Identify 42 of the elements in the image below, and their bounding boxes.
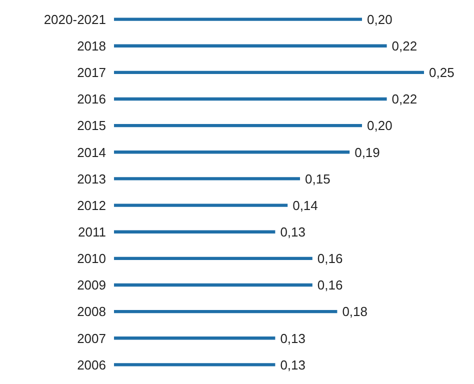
data-label: 0,19 — [354, 144, 380, 160]
data-label: 0,14 — [292, 198, 318, 213]
data-label: 0,18 — [342, 304, 368, 320]
data-label: 0,25 — [429, 65, 454, 80]
y-tick-label: 2009 — [77, 278, 106, 293]
y-tick-label: 2016 — [77, 92, 106, 107]
y-tick-label: 2015 — [77, 118, 106, 134]
bar — [114, 336, 276, 340]
bar — [114, 124, 362, 128]
y-tick-label: 2007 — [77, 330, 106, 346]
bar — [114, 44, 387, 48]
y-tick-label: 2013 — [77, 171, 106, 186]
bar — [114, 256, 312, 260]
y-tick-label: 2010 — [77, 251, 106, 266]
y-tick-label: 2018 — [77, 38, 106, 54]
y-tick-label: 2006 — [77, 357, 106, 372]
data-label: 0,20 — [367, 12, 392, 27]
y-tick-label: 2008 — [77, 304, 106, 320]
bar — [114, 310, 338, 314]
bar — [114, 18, 362, 21]
data-label: 0,20 — [367, 118, 392, 134]
y-tick-label: 2014 — [77, 144, 106, 160]
data-label: 0,22 — [392, 38, 418, 54]
bar — [114, 204, 288, 207]
data-label: 0,15 — [305, 171, 330, 186]
data-label: 0,13 — [280, 357, 306, 372]
data-label: 0,16 — [317, 278, 343, 293]
data-label: 0,22 — [392, 92, 418, 107]
y-tick-label: 2012 — [77, 198, 106, 213]
bar — [114, 150, 350, 154]
bar — [114, 283, 312, 287]
bar — [114, 70, 424, 74]
bar — [114, 177, 300, 180]
y-tick-label: 2017 — [77, 65, 106, 80]
bar — [114, 230, 276, 234]
y-tick-label: 2011 — [78, 224, 106, 240]
bar — [114, 363, 276, 366]
data-label: 0,13 — [280, 224, 306, 240]
data-label: 0,16 — [317, 251, 343, 266]
bar — [114, 97, 387, 101]
data-label: 0,13 — [280, 330, 306, 346]
y-tick-label: 2020-2021 — [44, 12, 106, 27]
